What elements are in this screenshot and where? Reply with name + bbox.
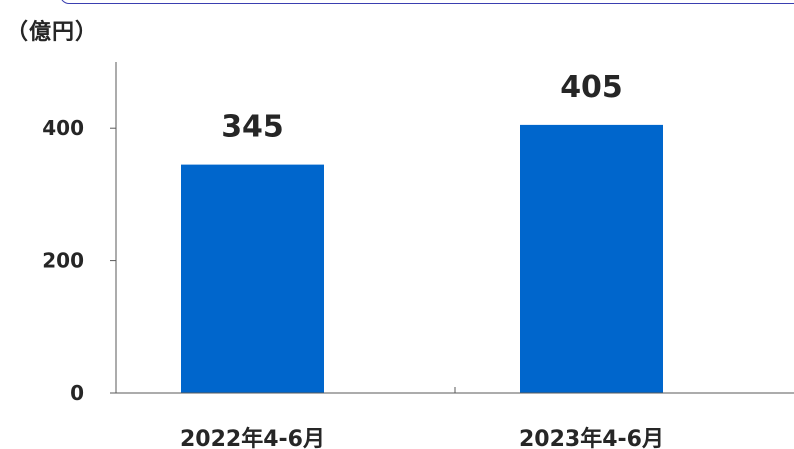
data-label-1: 345 <box>221 110 284 145</box>
y-tick-label: 0 <box>70 381 84 405</box>
y-tick-label: 400 <box>42 116 84 140</box>
category-label-2: 2023年4-6月 <box>519 426 664 449</box>
category-label-1: 2022年4-6月 <box>180 426 325 449</box>
bar-2 <box>520 124 663 393</box>
bar-1 <box>181 164 324 393</box>
y-axis-unit-label: （億円） <box>6 20 99 45</box>
y-tick-label: 200 <box>42 249 84 273</box>
data-label-2: 405 <box>560 70 623 105</box>
